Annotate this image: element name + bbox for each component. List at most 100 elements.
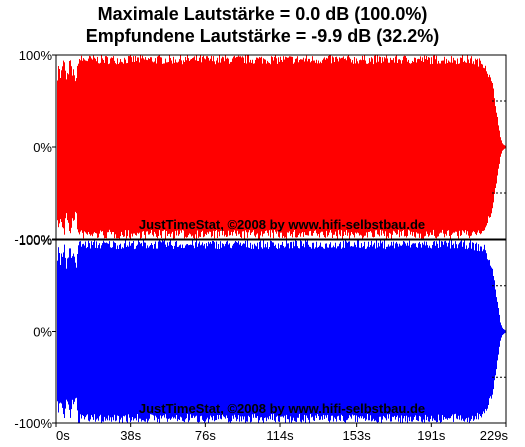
waveform-column: [480, 246, 481, 416]
right-channel-y-ticks: 100% 0% -100%: [14, 233, 56, 431]
waveform-column: [193, 57, 194, 238]
waveform-column: [329, 244, 330, 423]
waveform-column: [323, 248, 324, 415]
waveform-column: [460, 57, 461, 236]
waveform-column: [110, 58, 111, 232]
waveform-column: [113, 56, 114, 232]
waveform-column: [197, 60, 198, 231]
waveform-column: [161, 57, 162, 238]
waveform-column: [60, 265, 61, 403]
waveform-column: [304, 247, 305, 415]
waveform-column: [326, 57, 327, 231]
waveform-column: [215, 248, 216, 421]
waveform-column: [245, 55, 246, 231]
waveform-column: [77, 65, 78, 230]
waveform-column: [95, 58, 96, 233]
waveform-column: [250, 59, 251, 236]
waveform-column: [338, 246, 339, 416]
waveform-column: [188, 58, 189, 236]
waveform-column: [195, 242, 196, 417]
waveform-column: [349, 241, 350, 416]
waveform-column: [213, 56, 214, 231]
waveform-column: [421, 247, 422, 422]
waveform-column: [155, 58, 156, 234]
waveform-column: [448, 242, 449, 418]
waveform-column: [478, 66, 479, 231]
waveform-column: [460, 241, 461, 416]
waveform-column: [376, 240, 377, 422]
waveform-column: [258, 249, 259, 423]
waveform-column: [115, 243, 116, 422]
waveform-column: [380, 56, 381, 230]
waveform-column: [230, 62, 231, 236]
waveform-column: [474, 250, 475, 420]
waveform-column: [348, 241, 349, 419]
waveform-column: [433, 241, 434, 419]
waveform-column: [388, 62, 389, 239]
waveform-column: [432, 245, 433, 421]
waveform-column: [249, 248, 250, 418]
waveform-column: [386, 55, 387, 239]
left-channel-waveform: [57, 55, 506, 239]
waveform-column: [146, 248, 147, 419]
waveform-column: [466, 62, 467, 235]
waveform-column: [75, 262, 76, 399]
waveform-column: [458, 63, 459, 239]
waveform-column: [168, 245, 169, 419]
waveform-column: [496, 297, 497, 370]
waveform-column: [262, 248, 263, 421]
waveform-column: [313, 242, 314, 421]
waveform-column: [180, 55, 181, 231]
waveform-column: [414, 243, 415, 417]
waveform-column: [320, 61, 321, 233]
waveform-column: [227, 57, 228, 237]
waveform-column: [138, 240, 139, 423]
waveform-column: [340, 58, 341, 237]
waveform-column: [103, 240, 104, 422]
waveform-column: [65, 70, 66, 219]
waveform-column: [372, 246, 373, 421]
waveform-column: [459, 63, 460, 231]
x-tick-label: 76s: [195, 428, 216, 443]
waveform-column: [314, 60, 315, 231]
waveform-column: [324, 248, 325, 419]
waveform-column: [61, 253, 62, 404]
waveform-column: [369, 58, 370, 232]
waveform-column: [97, 248, 98, 419]
waveform-column: [301, 241, 302, 423]
waveform-column: [170, 240, 171, 420]
waveform-column: [204, 58, 205, 237]
waveform-column: [124, 57, 125, 237]
waveform-column: [102, 58, 103, 232]
waveform-column: [120, 59, 121, 237]
waveform-column: [426, 241, 427, 421]
waveform-column: [264, 247, 265, 418]
waveform-column: [169, 241, 170, 419]
waveform-column: [392, 60, 393, 235]
waveform-column: [305, 240, 306, 423]
waveform-column: [290, 56, 291, 236]
waveform-column: [394, 248, 395, 416]
waveform-column: [408, 59, 409, 230]
waveform-column: [300, 59, 301, 237]
waveform-column: [224, 246, 225, 418]
waveform-column: [321, 63, 322, 232]
waveform-column: [269, 63, 270, 231]
waveform-column: [222, 56, 223, 236]
waveform-column: [373, 244, 374, 419]
waveform-column: [133, 56, 134, 234]
waveform-column: [137, 244, 138, 414]
waveform-column: [123, 63, 124, 237]
waveform-column: [277, 249, 278, 416]
waveform-column: [399, 59, 400, 238]
waveform-column: [255, 245, 256, 418]
waveform-column: [193, 245, 194, 416]
waveform-column: [189, 61, 190, 234]
waveform-column: [218, 244, 219, 420]
waveform-column: [455, 241, 456, 414]
waveform-column: [305, 58, 306, 235]
waveform-column: [140, 243, 141, 419]
waveform-column: [357, 61, 358, 233]
waveform-column: [284, 247, 285, 416]
waveform-column: [311, 248, 312, 418]
